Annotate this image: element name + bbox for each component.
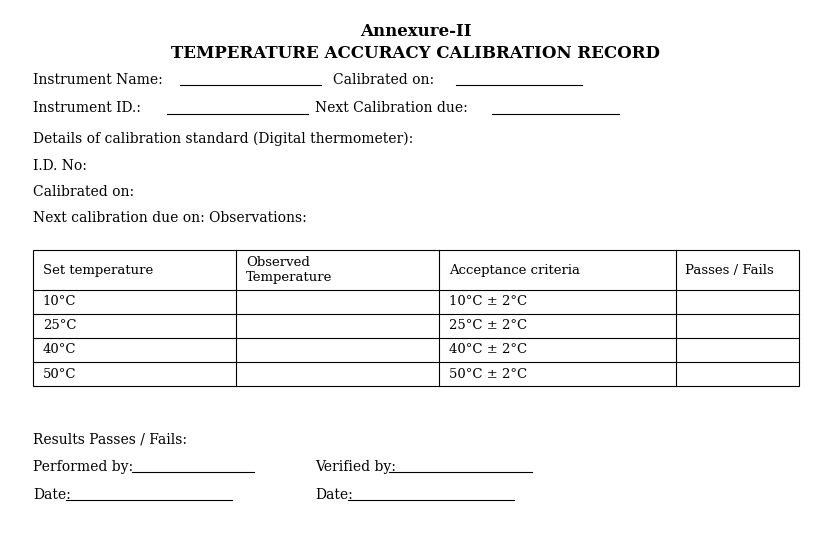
- Text: Passes / Fails: Passes / Fails: [686, 263, 775, 277]
- Text: 50°C ± 2°C: 50°C ± 2°C: [449, 367, 527, 381]
- Text: Calibrated on:: Calibrated on:: [33, 185, 134, 199]
- Text: 10°C: 10°C: [43, 295, 77, 309]
- Text: Results Passes / Fails:: Results Passes / Fails:: [33, 432, 187, 446]
- Text: Acceptance criteria: Acceptance criteria: [449, 263, 580, 277]
- Text: Annexure-II: Annexure-II: [360, 23, 472, 40]
- Text: Instrument Name:: Instrument Name:: [33, 73, 162, 87]
- Text: Date:: Date:: [314, 488, 353, 502]
- Text: 10°C ± 2°C: 10°C ± 2°C: [449, 295, 527, 309]
- Text: 40°C ± 2°C: 40°C ± 2°C: [449, 343, 527, 356]
- Text: TEMPERATURE ACCURACY CALIBRATION RECORD: TEMPERATURE ACCURACY CALIBRATION RECORD: [171, 45, 661, 62]
- Bar: [33, 250, 799, 386]
- Text: 25°C: 25°C: [43, 320, 77, 332]
- Text: Date:: Date:: [33, 488, 71, 502]
- Text: 40°C: 40°C: [43, 343, 77, 356]
- Text: Verified by:: Verified by:: [314, 460, 396, 474]
- Text: Calibrated on:: Calibrated on:: [333, 73, 434, 87]
- Text: Instrument ID.:: Instrument ID.:: [33, 101, 141, 115]
- Text: Next Calibration due:: Next Calibration due:: [314, 101, 468, 115]
- Text: I.D. No:: I.D. No:: [33, 158, 87, 173]
- Text: Performed by:: Performed by:: [33, 460, 133, 474]
- Text: Set temperature: Set temperature: [43, 263, 153, 277]
- Text: Details of calibration standard (Digital thermometer):: Details of calibration standard (Digital…: [33, 132, 414, 146]
- Text: Observed
Temperature: Observed Temperature: [246, 256, 333, 284]
- Text: 50°C: 50°C: [43, 367, 77, 381]
- Text: 25°C ± 2°C: 25°C ± 2°C: [449, 320, 527, 332]
- Text: Next calibration due on: Observations:: Next calibration due on: Observations:: [33, 211, 307, 225]
